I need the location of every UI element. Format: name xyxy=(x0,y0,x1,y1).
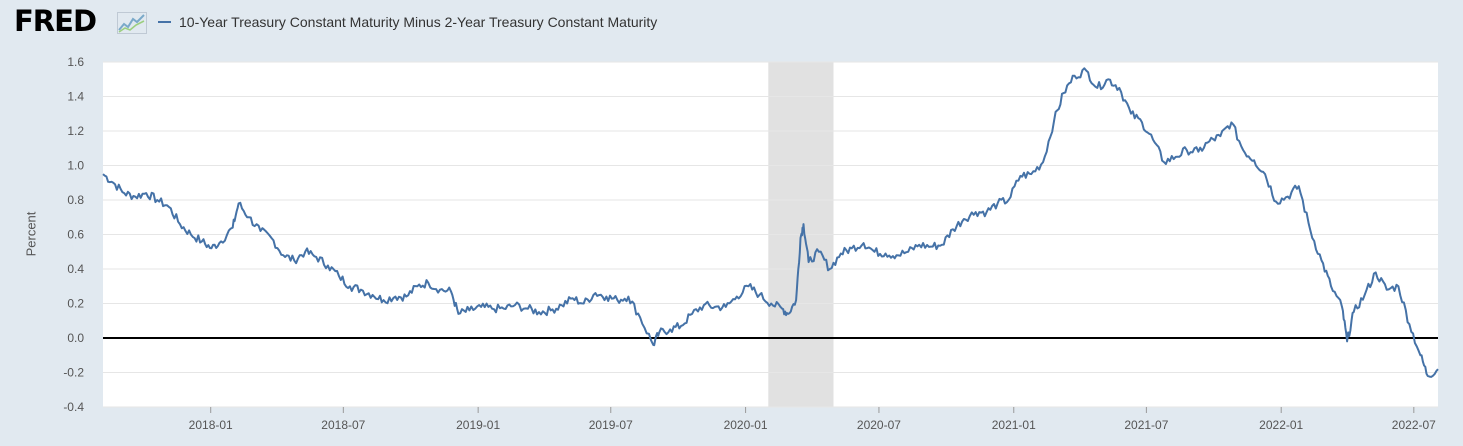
y-tick-label: 0.2 xyxy=(67,297,84,311)
x-tick-label: 2019-07 xyxy=(589,418,633,432)
fred-logo: FRED xyxy=(14,4,97,38)
x-tick-label: 2022-07 xyxy=(1392,418,1436,432)
series-line[interactable] xyxy=(102,67,1439,378)
x-tick-label: 2020-07 xyxy=(857,418,901,432)
x-tick-label: 2021-01 xyxy=(992,418,1036,432)
legend-label: 10-Year Treasury Constant Maturity Minus… xyxy=(179,14,658,30)
y-tick-label: 0.6 xyxy=(67,228,84,242)
x-tick-label: 2019-01 xyxy=(456,418,500,432)
y-tick-label: 0.4 xyxy=(67,262,84,276)
x-tick-label: 2021-07 xyxy=(1124,418,1168,432)
x-tick-label: 2020-01 xyxy=(724,418,768,432)
y-tick-label: 1.2 xyxy=(67,124,84,138)
y-axis-ticks: 1.6 1.4 1.2 1.0 0.8 0.6 0.4 0.2 0.0 -0.2 -0.4 xyxy=(63,55,84,414)
y-tick-label: 1.4 xyxy=(67,90,84,104)
y-tick-label: -0.4 xyxy=(63,400,84,414)
y-tick-label: 1.6 xyxy=(67,55,84,69)
y-tick-label: 0.8 xyxy=(67,193,84,207)
x-tick-label: 2022-01 xyxy=(1259,418,1303,432)
x-tick-label: 2018-07 xyxy=(321,418,365,432)
y-tick-label: 1.0 xyxy=(67,159,84,173)
line-chart-icon xyxy=(117,12,147,34)
x-axis-ticks: 2018-01 2018-07 2019-01 2019-07 2020-01 2020-… xyxy=(189,407,1436,432)
x-tick-label: 2018-01 xyxy=(189,418,233,432)
legend-swatch xyxy=(158,21,171,23)
legend[interactable]: 10-Year Treasury Constant Maturity Minus… xyxy=(158,14,657,30)
y-tick-label: 0.0 xyxy=(67,331,84,345)
y-tick-label: -0.2 xyxy=(63,366,84,380)
chart-header: FRED 10-Year Treasury Constant Maturity … xyxy=(0,0,1463,50)
